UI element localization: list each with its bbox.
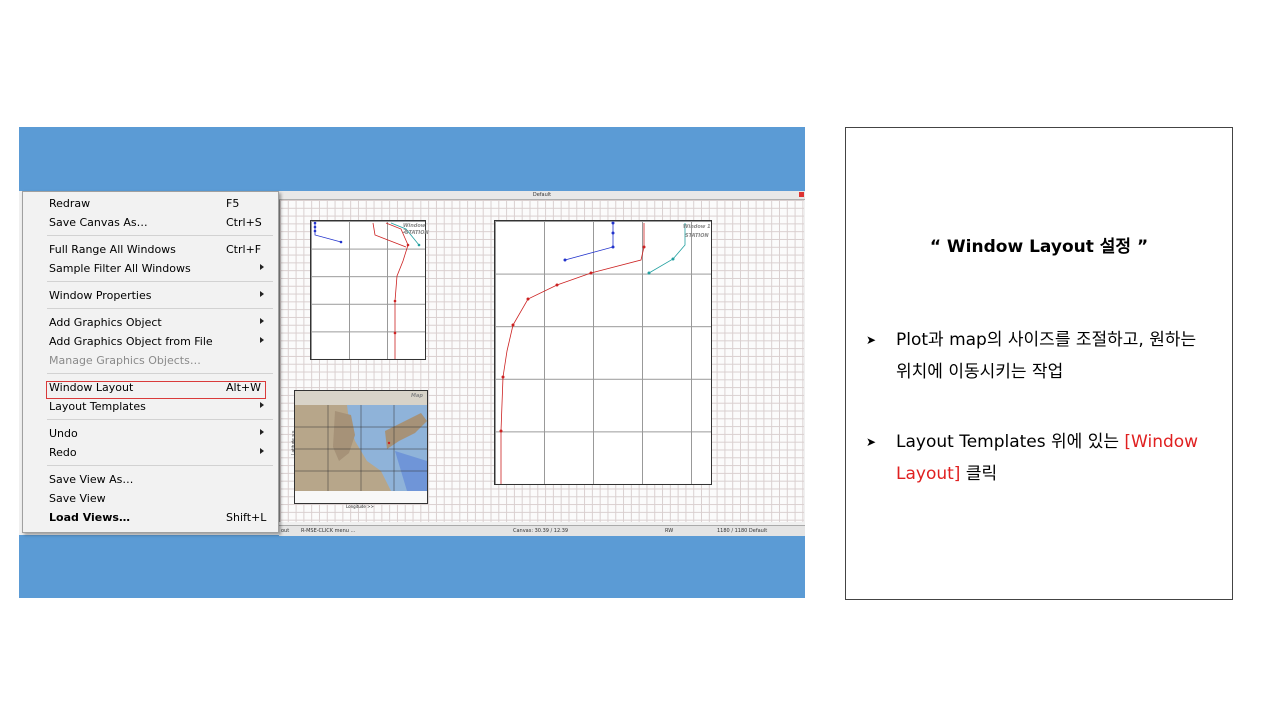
submenu-arrow-icon bbox=[260, 402, 264, 408]
arrow-bullet-icon: ➤ bbox=[866, 333, 877, 347]
menu-separator bbox=[47, 465, 273, 466]
menu-item-redraw[interactable]: Redraw F5 bbox=[49, 197, 240, 210]
menu-separator bbox=[47, 419, 273, 420]
screenshot-frame: Default Window 2 STATION bbox=[19, 127, 805, 598]
map-y-axis-label: Latitude >> bbox=[290, 430, 296, 455]
instruction-panel: “ Window Layout 설정 ” ➤ Plot과 map의 사이즈를 조… bbox=[845, 127, 1233, 600]
bullet-text: Plot과 map의 사이즈를 조절하고, 원하는 위치에 이동시키는 작업 bbox=[896, 330, 1197, 382]
menu-separator bbox=[47, 281, 273, 282]
canvas-title-bar: Default bbox=[279, 191, 805, 200]
context-menu: Redraw F5 Save Canvas As… Ctrl+S Full Ra… bbox=[22, 191, 279, 533]
ocean-data-view-app: Default Window 2 STATION bbox=[19, 191, 805, 536]
menu-separator bbox=[47, 308, 273, 309]
canvas-area[interactable]: Window 2 STATION Window 1 bbox=[279, 200, 804, 522]
status-right: 1180 / 1180 Default bbox=[717, 528, 768, 534]
window-2-profiles bbox=[313, 221, 421, 359]
canvas-title: Default bbox=[532, 192, 552, 198]
menu-item-manage-graphics-objects: Manage Graphics Objects… bbox=[49, 354, 201, 367]
menu-item-redo[interactable]: Redo bbox=[23, 443, 278, 462]
menu-item-add-graphics-object[interactable]: Add Graphics Object bbox=[23, 313, 278, 332]
menu-item-layout-templates[interactable]: Layout Templates bbox=[23, 397, 278, 416]
bullet-text: Layout Templates 위에 있는 [Window Layout] 클… bbox=[896, 432, 1199, 484]
window-1-plot[interactable]: Window 1 STATION bbox=[494, 220, 712, 485]
menu-item-save-canvas-as[interactable]: Save Canvas As… Ctrl+S bbox=[49, 216, 262, 229]
menu-item-full-range-all-windows[interactable]: Full Range All Windows Ctrl+F bbox=[49, 243, 262, 256]
submenu-arrow-icon bbox=[260, 429, 264, 435]
menu-separator bbox=[47, 235, 273, 236]
panel-title: “ Window Layout 설정 ” bbox=[929, 237, 1149, 257]
menu-item-sample-filter-all-windows[interactable]: Sample Filter All Windows bbox=[23, 259, 278, 278]
submenu-arrow-icon bbox=[260, 318, 264, 324]
menu-item-save-view[interactable]: Save View bbox=[49, 492, 106, 505]
menu-item-window-properties[interactable]: Window Properties bbox=[23, 286, 278, 305]
map-image bbox=[295, 391, 427, 503]
submenu-arrow-icon bbox=[260, 264, 264, 270]
bullet-item: ➤ Layout Templates 위에 있는 [Window Layout]… bbox=[866, 426, 1206, 490]
window-2-plot[interactable]: Window 2 STATION bbox=[310, 220, 429, 360]
submenu-arrow-icon bbox=[260, 291, 264, 297]
map-x-axis-label: Longitude >> bbox=[346, 504, 374, 509]
status-hint: R-MSE-CLICK menu ... bbox=[301, 528, 356, 534]
submenu-arrow-icon bbox=[260, 448, 264, 454]
map-label: Map bbox=[411, 393, 423, 399]
status-left: out bbox=[281, 528, 290, 534]
bullet-item: ➤ Plot과 map의 사이즈를 조절하고, 원하는 위치에 이동시키는 작업 bbox=[866, 324, 1206, 388]
map-window[interactable]: Map bbox=[294, 390, 428, 504]
window-1-label: Window 1 bbox=[683, 224, 711, 230]
menu-separator bbox=[47, 373, 273, 374]
menu-item-add-graphics-object-from-file[interactable]: Add Graphics Object from File bbox=[23, 332, 278, 351]
status-bar: out R-MSE-CLICK menu ... Canvas: 30.39 /… bbox=[279, 525, 805, 536]
menu-item-save-view-as[interactable]: Save View As… bbox=[49, 473, 134, 486]
submenu-arrow-icon bbox=[260, 337, 264, 343]
menu-item-window-layout[interactable]: Window Layout Alt+W bbox=[49, 381, 261, 394]
menu-item-load-views[interactable]: Load Views… Shift+L bbox=[49, 511, 267, 524]
arrow-bullet-icon: ➤ bbox=[866, 435, 877, 449]
status-canvas: Canvas: 30.39 / 12.39 bbox=[513, 528, 569, 534]
close-icon[interactable] bbox=[799, 192, 804, 197]
window-1-station: STATION bbox=[685, 233, 709, 239]
window-1-profiles bbox=[499, 221, 686, 484]
menu-item-undo[interactable]: Undo bbox=[23, 424, 278, 443]
window-layout-highlight-box bbox=[46, 381, 266, 399]
status-rw: RW bbox=[665, 528, 674, 534]
window-layout-emphasis: [Window Layout] bbox=[896, 432, 1199, 484]
window-2-station: STATION bbox=[405, 230, 429, 236]
window-2-label: Window 2 bbox=[403, 223, 426, 235]
